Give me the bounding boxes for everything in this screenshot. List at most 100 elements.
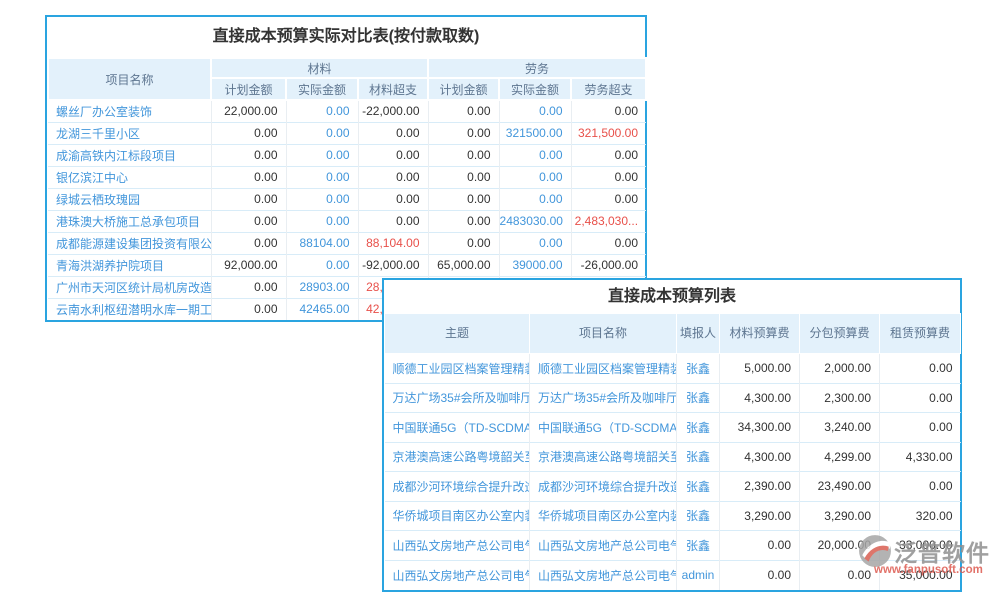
cell-rental-budget: 35,000.00 <box>879 559 961 590</box>
cell-material-actual-link[interactable]: 0.00 <box>285 209 358 232</box>
col-header-material-over: 材料超支 <box>356 77 430 101</box>
comparison-header-sub-row: 计划金额 实际金额 材料超支 计划金额 实际金额 劳务超支 <box>48 77 648 101</box>
project-name-link[interactable]: 山西弘文房地产总公司电气安... <box>529 559 677 590</box>
cell-material-actual-link[interactable]: 0.00 <box>285 187 358 210</box>
col-header-labor-over: 劳务超支 <box>570 77 648 101</box>
cell-rental-budget: 0.00 <box>879 353 961 383</box>
project-name-link[interactable]: 中国联通5G（TD-SCDMA）... <box>529 412 677 442</box>
project-name-link[interactable]: 港珠澳大桥施工总承包项目 <box>48 209 211 232</box>
col-header-subject: 主题 <box>384 313 530 354</box>
budget-list-table: 主题 项目名称 填报人 材料预算费 分包预算费 租赁预算费 顺德工业园区档案管理… <box>384 313 961 590</box>
cell-material-plan: 0.00 <box>210 275 286 298</box>
cell-material-actual-link[interactable]: 42465.00 <box>285 297 358 320</box>
col-header-labor-plan: 计划金额 <box>427 77 501 101</box>
table-row: 绿城云栖玫瑰园 0.00 0.00 0.00 0.00 0.00 0.00 <box>48 187 647 210</box>
cell-material-actual-link[interactable]: 0.00 <box>285 99 358 122</box>
project-name-link[interactable]: 螺丝厂办公室装饰 <box>48 99 211 122</box>
cell-labor-actual-link[interactable]: 0.00 <box>498 99 572 122</box>
cell-material-over: -22,000.00 <box>357 99 429 122</box>
cell-material-plan: 92,000.00 <box>210 253 286 276</box>
cell-material-plan: 0.00 <box>210 165 286 188</box>
subject-link[interactable]: 华侨城项目南区办公室内装修... <box>384 500 530 531</box>
reporter-link[interactable]: 张鑫 <box>676 353 720 383</box>
subject-link[interactable]: 山西弘文房地产总公司电气安... <box>384 559 530 590</box>
cell-subcontract-budget: 3,240.00 <box>799 412 880 442</box>
col-header-reporter: 填报人 <box>676 313 720 354</box>
cell-labor-actual-link[interactable]: 0.00 <box>498 231 572 254</box>
project-name-link[interactable]: 华侨城项目南区办公室内装修... <box>529 500 677 531</box>
cell-labor-actual-link[interactable]: 321500.00 <box>498 121 572 144</box>
cell-rental-budget: 0.00 <box>879 382 961 413</box>
project-name-link[interactable]: 成都沙河环境综合提升改造运... <box>529 471 677 501</box>
cell-rental-budget: 33,000.00 <box>879 530 961 560</box>
col-header-material-budget: 材料预算费 <box>719 313 800 354</box>
project-name-link[interactable]: 绿城云栖玫瑰园 <box>48 187 211 210</box>
list-item: 万达广场35#会所及咖啡厅空... 万达广场35#会所及咖啡厅空... 张鑫 4… <box>384 382 961 413</box>
subject-link[interactable]: 山西弘文房地产总公司电气安... <box>384 530 530 560</box>
subject-link[interactable]: 中国联通5G（TD-SCDMA）网... <box>384 412 530 442</box>
project-name-link[interactable]: 成渝高铁内江标段项目 <box>48 143 211 166</box>
reporter-link[interactable]: 张鑫 <box>676 530 720 560</box>
project-name-link[interactable]: 山西弘文房地产总公司电气安... <box>529 530 677 560</box>
cell-labor-over: -26,000.00 <box>570 253 647 276</box>
table-row: 青海洪湖养护院项目 92,000.00 0.00 -92,000.00 65,0… <box>48 253 647 276</box>
project-name-link[interactable]: 万达广场35#会所及咖啡厅空... <box>529 382 677 413</box>
cell-subcontract-budget: 0.00 <box>799 559 880 590</box>
table-row: 螺丝厂办公室装饰 22,000.00 0.00 -22,000.00 0.00 … <box>48 99 647 122</box>
table-row: 银亿滨江中心 0.00 0.00 0.00 0.00 0.00 0.00 <box>48 165 647 188</box>
cell-material-actual-link[interactable]: 0.00 <box>285 165 358 188</box>
cell-subcontract-budget: 20,000.00 <box>799 530 880 560</box>
cell-material-actual-link[interactable]: 28903.00 <box>285 275 358 298</box>
col-header-rental-budget: 租赁预算费 <box>879 313 961 354</box>
cell-labor-actual-link[interactable]: 0.00 <box>498 165 572 188</box>
reporter-link[interactable]: 张鑫 <box>676 500 720 531</box>
cell-material-over: 0.00 <box>357 209 429 232</box>
cell-labor-actual-link[interactable]: 2483030.00 <box>498 209 572 232</box>
cell-labor-plan: 0.00 <box>427 121 500 144</box>
cell-material-over: 0.00 <box>357 187 429 210</box>
project-name-link[interactable]: 广州市天河区统计局机房改造项目 <box>48 275 211 298</box>
cell-material-plan: 0.00 <box>210 297 286 320</box>
project-name-link[interactable]: 顺德工业园区档案管理精装饰... <box>529 353 677 383</box>
cell-material-actual-link[interactable]: 0.00 <box>285 143 358 166</box>
subject-link[interactable]: 万达广场35#会所及咖啡厅空... <box>384 382 530 413</box>
reporter-link[interactable]: 张鑫 <box>676 382 720 413</box>
subject-link[interactable]: 成都沙河环境综合提升改造运... <box>384 471 530 501</box>
cell-labor-actual-link[interactable]: 0.00 <box>498 143 572 166</box>
table-row: 龙湖三千里小区 0.00 0.00 0.00 0.00 321500.00 32… <box>48 121 647 144</box>
subject-link[interactable]: 京港澳高速公路粤境韶关至广... <box>384 441 530 472</box>
reporter-link[interactable]: 张鑫 <box>676 441 720 472</box>
cell-material-plan: 0.00 <box>210 209 286 232</box>
project-name-link[interactable]: 京港澳高速公路粤境韶关至广... <box>529 441 677 472</box>
col-header-material-actual: 实际金额 <box>285 77 359 101</box>
cell-labor-actual-link[interactable]: 0.00 <box>498 187 572 210</box>
cell-labor-over: 0.00 <box>570 99 647 122</box>
cell-material-over: 0.00 <box>357 121 429 144</box>
project-name-link[interactable]: 银亿滨江中心 <box>48 165 211 188</box>
reporter-link[interactable]: admin <box>676 559 720 590</box>
cell-material-plan: 0.00 <box>210 143 286 166</box>
cell-material-actual-link[interactable]: 0.00 <box>285 253 358 276</box>
project-name-link[interactable]: 云南水利枢纽潜明水库一期工程施 <box>48 297 211 320</box>
cell-material-budget: 3,290.00 <box>719 500 800 531</box>
cell-rental-budget: 320.00 <box>879 500 961 531</box>
list-item: 京港澳高速公路粤境韶关至广... 京港澳高速公路粤境韶关至广... 张鑫 4,3… <box>384 441 961 472</box>
subject-link[interactable]: 顺德工业园区档案管理精装饰... <box>384 353 530 383</box>
col-header-labor-actual: 实际金额 <box>498 77 573 101</box>
project-name-link[interactable]: 青海洪湖养护院项目 <box>48 253 211 276</box>
table-row: 成都能源建设集团投资有限公司临 0.00 88104.00 88,104.00 … <box>48 231 647 254</box>
col-header-material-plan: 计划金额 <box>210 77 287 101</box>
cell-subcontract-budget: 2,000.00 <box>799 353 880 383</box>
col-group-material: 材料 <box>209 57 430 79</box>
cell-material-actual-link[interactable]: 88104.00 <box>285 231 358 254</box>
cell-material-actual-link[interactable]: 0.00 <box>285 121 358 144</box>
reporter-link[interactable]: 张鑫 <box>676 471 720 501</box>
cell-material-plan: 0.00 <box>210 187 286 210</box>
project-name-link[interactable]: 龙湖三千里小区 <box>48 121 211 144</box>
cell-labor-plan: 65,000.00 <box>427 253 500 276</box>
reporter-link[interactable]: 张鑫 <box>676 412 720 442</box>
cell-labor-over: 321,500.00 <box>570 121 647 144</box>
project-name-link[interactable]: 成都能源建设集团投资有限公司临 <box>48 231 211 254</box>
cell-labor-actual-link[interactable]: 39000.00 <box>498 253 572 276</box>
comparison-table-panel: 直接成本预算实际对比表(按付款取数) 项目名称 材料 劳务 计划金额 实际金额 … <box>45 15 648 322</box>
